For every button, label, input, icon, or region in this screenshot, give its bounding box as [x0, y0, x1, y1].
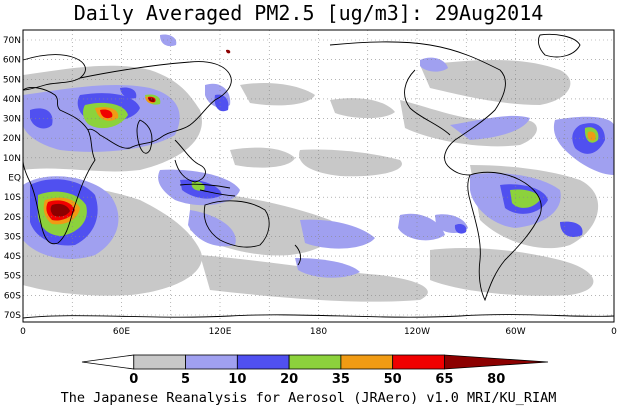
lat-tick-label: 40S	[4, 252, 21, 262]
colorbar-segment	[236, 354, 290, 370]
lat-tick-label: 20S	[4, 213, 21, 223]
coastline-greenland	[537, 34, 581, 58]
colorbar-segment	[288, 354, 342, 370]
colorbar-level-label: 80	[487, 372, 505, 387]
lat-tick-label: 70N	[3, 36, 21, 46]
lat-tick-label: 60S	[4, 291, 21, 301]
lat-tick-label: 20N	[3, 134, 21, 144]
colorbar-level-label: 20	[280, 372, 298, 387]
lon-tick-label: 60W	[505, 327, 525, 337]
coastline-india	[136, 119, 153, 154]
colorbar-low-arrow	[81, 354, 135, 370]
colorbar-high-arrow	[444, 354, 549, 370]
lon-tick-label: 120E	[209, 327, 232, 337]
map-footer: The Japanese Reanalysis for Aerosol (JRA…	[60, 390, 557, 406]
map-frame	[22, 29, 615, 323]
lat-tick-label: 70S	[4, 311, 21, 321]
colorbar-level-label: 10	[228, 372, 246, 387]
colorbar-level-label: 65	[435, 372, 453, 387]
lon-tick-label: 0	[20, 327, 26, 337]
colorbar-segment	[392, 354, 445, 370]
longitude-labels: 0 60E 120E 180 120W 60W 0	[20, 327, 617, 337]
coastline-south-america	[467, 171, 542, 302]
lat-tick-label: 30N	[3, 115, 21, 125]
coastline-antarctica	[22, 314, 615, 319]
lat-tick-label: 50S	[4, 272, 21, 282]
colorbar-segment	[133, 354, 186, 370]
lat-tick-label: 40N	[3, 95, 21, 105]
coastline-new-zealand	[294, 244, 302, 266]
lon-tick-label: 60E	[113, 327, 130, 337]
colorbar-level-label: 35	[332, 372, 350, 387]
lat-tick-label: 60N	[3, 56, 21, 66]
field-level-80-plus	[50, 49, 231, 217]
coastlines	[22, 34, 615, 319]
lat-tick-label: 30S	[4, 232, 21, 242]
colorbar-level-label: 50	[384, 372, 402, 387]
lat-tick-label: 10N	[3, 154, 21, 164]
colorbar-level-label: 0	[129, 372, 138, 387]
colorbar-segment	[185, 354, 238, 370]
coastline-north-america	[329, 41, 506, 176]
lat-tick-label: EQ	[8, 174, 21, 184]
coastline-australia	[203, 200, 270, 248]
colorbar-legend: 0 5 10 20 35 50 65 80	[81, 354, 549, 387]
lat-tick-label: 10S	[4, 193, 21, 203]
colorbar-segment	[340, 354, 394, 370]
colorbar-level-label: 5	[181, 372, 190, 387]
map-title: Daily Averaged PM2.5 [ug/m3]: 29Aug2014	[73, 1, 544, 25]
coastline-se-asia	[174, 139, 206, 183]
lon-tick-label: 120W	[404, 327, 430, 337]
concentration-fields	[23, 34, 614, 302]
coastline-africa	[22, 87, 96, 245]
lon-tick-label: 180	[310, 327, 327, 337]
coastline-indonesia	[179, 183, 236, 197]
lat-tick-label: 50N	[3, 75, 21, 85]
coastline-asia	[79, 61, 232, 149]
graticule-grid	[23, 30, 614, 322]
lon-tick-label: 0	[611, 327, 617, 337]
latitude-labels: 70N 60N 50N 40N 30N 20N 10N EQ 10S 20S 30S 40S 50S 60…	[3, 36, 21, 321]
